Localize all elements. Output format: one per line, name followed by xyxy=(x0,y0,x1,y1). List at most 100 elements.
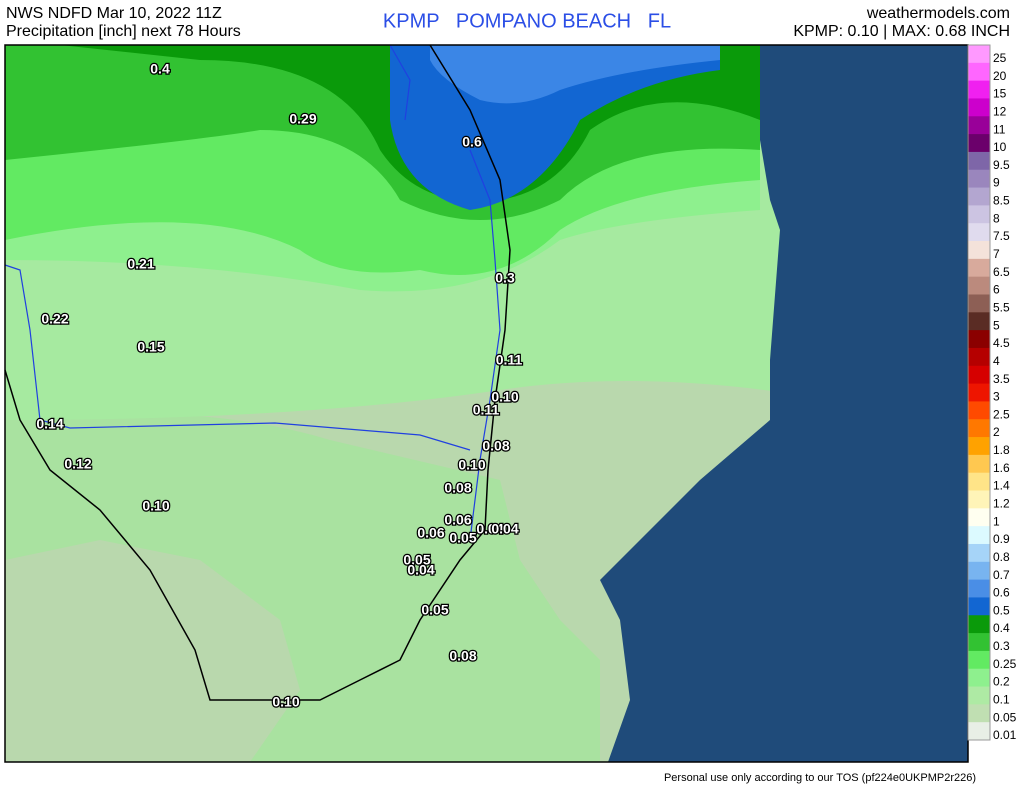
map-label: 0.6 xyxy=(462,134,482,150)
legend-label: 5 xyxy=(993,318,1000,332)
map-label: 0.10 xyxy=(458,457,485,473)
legend-swatch xyxy=(968,347,990,367)
map-label: 0.3 xyxy=(495,270,515,286)
map-label: 0.10 xyxy=(142,498,169,514)
legend-label: 0.8 xyxy=(993,550,1010,564)
legend-swatch xyxy=(968,312,990,331)
legend-label: 10 xyxy=(993,140,1007,154)
legend-swatch xyxy=(968,294,990,313)
legend-label: 25 xyxy=(993,51,1007,65)
legend-frame xyxy=(967,44,991,741)
map-label: 0.04 xyxy=(407,562,434,578)
map-label: 0.05 xyxy=(403,552,430,568)
legend-label: 8 xyxy=(993,211,1000,225)
legend-label: 7 xyxy=(993,247,1000,261)
map-label: 0.4 xyxy=(150,61,170,77)
legend-swatch xyxy=(968,650,990,670)
legend-label: 4 xyxy=(993,354,1000,368)
legend-swatch xyxy=(968,383,990,402)
legend-swatch xyxy=(968,722,990,741)
map-label: 0.22 xyxy=(41,311,68,327)
map-label: 0.11 xyxy=(473,402,500,418)
map-label: 0.10 xyxy=(272,694,299,710)
map-label: 0.08 xyxy=(444,480,471,496)
station: KPMP POMPANO BEACH FL xyxy=(383,10,671,32)
legend-label: 6 xyxy=(993,283,1000,297)
legend-swatch xyxy=(968,187,990,206)
map-label: 0.04 xyxy=(491,521,518,537)
map-label: 0.10 xyxy=(491,389,518,405)
legend-label: 0.7 xyxy=(993,568,1010,582)
map-label: 0.14 xyxy=(36,416,63,432)
legend-swatch xyxy=(968,472,990,492)
legend-swatch xyxy=(968,258,990,278)
legend-swatch xyxy=(968,490,990,509)
legend-label: 0.25 xyxy=(993,657,1017,671)
legend-swatch xyxy=(968,668,990,688)
legend-label: 0.4 xyxy=(993,621,1010,635)
legend-swatch xyxy=(968,543,990,563)
legend-swatch xyxy=(968,151,990,171)
map-label: 0.21 xyxy=(127,256,154,272)
legend-swatch xyxy=(968,454,990,474)
map-label: 0.29 xyxy=(289,111,316,127)
legend-label: 1.6 xyxy=(993,461,1010,475)
legend-label: 12 xyxy=(993,104,1007,118)
legend-swatch xyxy=(968,526,990,545)
map-label: 0.08 xyxy=(449,648,476,664)
legend-swatch xyxy=(968,615,990,634)
legend-swatch xyxy=(968,330,990,349)
legend-label: 0.6 xyxy=(993,586,1010,600)
legend-swatch xyxy=(968,276,990,295)
legend-label: 4.5 xyxy=(993,336,1010,350)
legend-label: 3 xyxy=(993,390,1000,404)
legend-label: 1.4 xyxy=(993,479,1010,493)
source: NWS NDFD Mar 10, 2022 11Z xyxy=(6,5,222,22)
legend-swatch xyxy=(968,365,990,385)
legend-label: 6.5 xyxy=(993,265,1010,279)
legend-label: 0.1 xyxy=(993,693,1010,707)
legend-label: 2 xyxy=(993,425,1000,439)
legend-swatch xyxy=(968,686,990,705)
legend-label: 15 xyxy=(993,87,1007,101)
legend-swatch xyxy=(968,98,990,117)
legend-label: 9 xyxy=(993,176,1000,190)
site: weathermodels.com xyxy=(866,5,1010,22)
legend-label: 0.9 xyxy=(993,532,1010,546)
legend-swatch xyxy=(968,116,990,135)
footer-note: Personal use only according to our TOS (… xyxy=(664,772,976,784)
map-label: 0.12 xyxy=(64,456,91,472)
legend-swatch xyxy=(968,80,990,99)
map-label: 0.15 xyxy=(137,339,164,355)
legend-label: 20 xyxy=(993,69,1007,83)
map-label: 0.08 xyxy=(482,438,509,454)
summary: KPMP: 0.10 | MAX: 0.68 INCH xyxy=(793,23,1010,40)
legend-swatch xyxy=(968,597,990,616)
legend-label: 3.5 xyxy=(993,372,1010,386)
legend-label: 9.5 xyxy=(993,158,1010,172)
legend-label: 0.3 xyxy=(993,639,1010,653)
legend-swatch xyxy=(968,62,990,82)
legend-swatch xyxy=(968,508,990,527)
legend-swatch xyxy=(968,45,990,64)
map-label: 0.05 xyxy=(449,530,476,546)
legend-label: 7.5 xyxy=(993,229,1010,243)
legend-label: 1.8 xyxy=(993,443,1010,457)
legend-swatch xyxy=(968,169,990,189)
legend-swatch xyxy=(968,134,990,153)
legend-label: 1 xyxy=(993,514,1000,528)
product: Precipitation [inch] next 78 Hours xyxy=(6,23,241,40)
map xyxy=(4,44,969,763)
legend-label: 0.2 xyxy=(993,675,1010,689)
legend-label: 5.5 xyxy=(993,300,1010,314)
map-label: 0.04 xyxy=(476,521,503,537)
legend-swatch xyxy=(968,401,990,420)
legend-label: 8.5 xyxy=(993,194,1010,208)
map-label: 0.11 xyxy=(496,352,523,368)
legend-label: 2.5 xyxy=(993,407,1010,421)
legend-swatch xyxy=(968,205,990,224)
legend-swatch xyxy=(968,241,990,260)
legend-label: 1.2 xyxy=(993,497,1010,511)
legend-label: 0.05 xyxy=(993,710,1017,724)
